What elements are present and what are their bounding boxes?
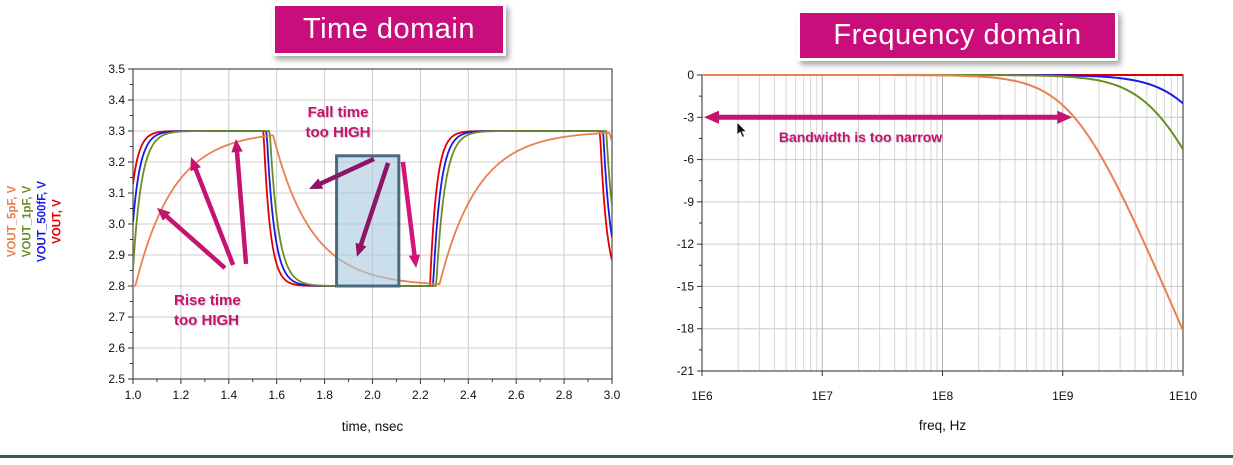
svg-text:-15: -15 xyxy=(677,279,695,293)
svg-text:2.0: 2.0 xyxy=(364,388,381,402)
svg-text:2.6: 2.6 xyxy=(508,388,525,402)
svg-text:freq, Hz: freq, Hz xyxy=(919,418,967,433)
svg-text:2.7: 2.7 xyxy=(108,310,125,324)
bandwidth-arrow xyxy=(704,110,1073,124)
time-x-axis-title: time, nsec xyxy=(342,419,404,434)
svg-text:3.0: 3.0 xyxy=(604,388,621,402)
footer-rule xyxy=(0,455,1233,458)
svg-text:2.6: 2.6 xyxy=(108,341,125,355)
fall-time-annotation: Fall time too HIGH xyxy=(305,104,371,142)
svg-text:1.0: 1.0 xyxy=(125,388,142,402)
axis-label-vout: VOUT, V xyxy=(51,199,64,244)
freq-axes-ticks: 1E6 1E7 1E8 1E9 1E10 0 -3 -6 -9 -12 -15 -18 -21 xyxy=(677,68,1198,403)
svg-text:1.2: 1.2 xyxy=(173,388,190,402)
svg-text:1E9: 1E9 xyxy=(1052,389,1074,403)
svg-text:1E6: 1E6 xyxy=(691,389,713,403)
frequency-domain-title: Frequency domain xyxy=(797,10,1118,61)
mouse-cursor-icon xyxy=(736,121,748,138)
svg-text:1E7: 1E7 xyxy=(812,389,834,403)
axis-label-vout_5pf: VOUT_5pF, V xyxy=(6,185,19,258)
bandwidth-annotation: Bandwidth is too narrow xyxy=(778,129,943,145)
svg-text:3.1: 3.1 xyxy=(108,186,125,200)
time-domain-chart: 1.0 1.2 1.4 1.6 1.8 2.0 2.2 2.4 2.6 2.8 3.0 3.5 3.4 3… xyxy=(108,62,620,434)
axis-label-vout_1pf: VOUT_1pF, V xyxy=(21,185,34,258)
svg-text:-12: -12 xyxy=(677,237,695,251)
time-annotation-arrows xyxy=(156,139,421,270)
freq-grid xyxy=(702,75,1183,371)
svg-text:-18: -18 xyxy=(677,322,695,336)
time-axes-ticks: 1.0 1.2 1.4 1.6 1.8 2.0 2.2 2.4 2.6 2.8 3.0 3.5 3.4 3… xyxy=(108,62,620,402)
svg-text:3.5: 3.5 xyxy=(108,62,125,76)
axis-label-vout_500ff: VOUT_500fF, V xyxy=(36,180,49,263)
svg-text:2.5: 2.5 xyxy=(108,372,125,386)
svg-text:-6: -6 xyxy=(683,153,694,167)
svg-text:3.2: 3.2 xyxy=(108,155,125,169)
svg-text:1E10: 1E10 xyxy=(1169,389,1197,403)
svg-text:3.3: 3.3 xyxy=(108,124,125,138)
svg-text:1.6: 1.6 xyxy=(268,388,285,402)
svg-text:3.0: 3.0 xyxy=(108,217,125,231)
svg-text:time, nsec: time, nsec xyxy=(342,419,404,434)
svg-text:2.8: 2.8 xyxy=(556,388,573,402)
freq-x-axis-title: freq, Hz xyxy=(919,418,967,433)
svg-text:-9: -9 xyxy=(683,195,694,209)
svg-text:2.9: 2.9 xyxy=(108,248,125,262)
frequency-domain-chart: 1E6 1E7 1E8 1E9 1E10 0 -3 -6 -9 -12 -15 -18 -21 freq,… xyxy=(677,68,1198,433)
time-domain-title: Time domain xyxy=(272,3,506,56)
svg-text:-3: -3 xyxy=(683,110,694,124)
freq-series-vout_5pf xyxy=(702,74,1183,331)
svg-text:2.8: 2.8 xyxy=(108,279,125,293)
svg-text:3.4: 3.4 xyxy=(108,93,125,107)
svg-text:2.2: 2.2 xyxy=(412,388,429,402)
svg-text:0: 0 xyxy=(687,68,694,82)
svg-text:2.4: 2.4 xyxy=(460,388,477,402)
svg-text:-21: -21 xyxy=(677,364,695,378)
svg-text:1E8: 1E8 xyxy=(932,389,954,403)
svg-text:1.8: 1.8 xyxy=(316,388,333,402)
freq-series xyxy=(702,74,1183,331)
rise-time-annotation: Rise time too HIGH xyxy=(174,292,241,330)
svg-text:1.4: 1.4 xyxy=(220,388,237,402)
